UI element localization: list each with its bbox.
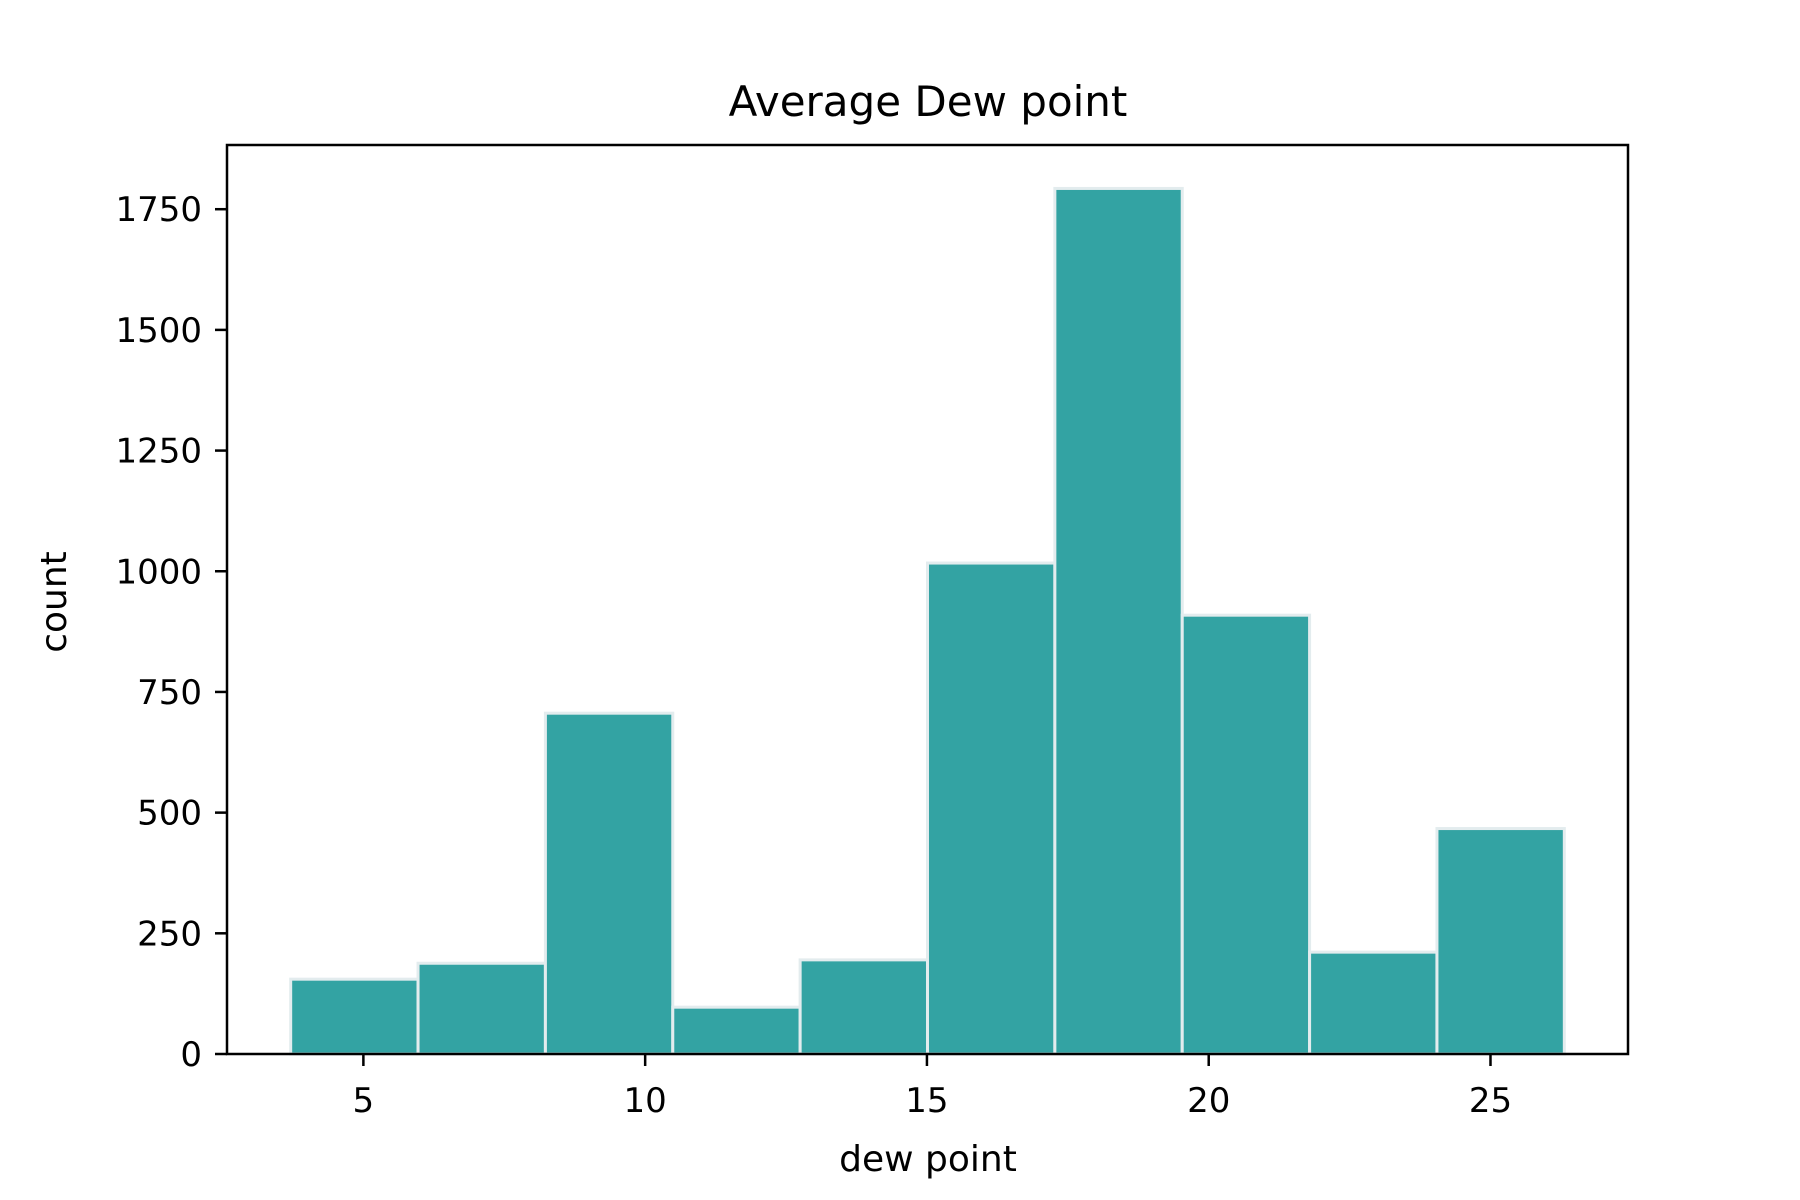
y-tick-label: 1000 bbox=[115, 552, 202, 592]
histogram-bar bbox=[289, 977, 420, 1056]
histogram-bar bbox=[926, 561, 1057, 1056]
y-tick-label: 500 bbox=[137, 794, 202, 834]
x-tick-label: 5 bbox=[353, 1081, 375, 1121]
histogram-bar bbox=[1435, 827, 1566, 1056]
y-axis-label: count bbox=[34, 551, 75, 653]
histogram-bar bbox=[671, 1005, 802, 1056]
x-tick-label: 10 bbox=[624, 1081, 667, 1121]
y-axis-ticks: 0 250 500 750 1000 1250 1500 1750 bbox=[115, 190, 227, 1075]
y-tick-label: 750 bbox=[137, 673, 202, 713]
x-axis-ticks: 5 10 15 20 25 bbox=[353, 1054, 1512, 1121]
chart-title: Average Dew point bbox=[729, 77, 1128, 126]
histogram-bar bbox=[1053, 186, 1184, 1056]
y-tick-label: 250 bbox=[137, 914, 202, 954]
x-axis-label: dew point bbox=[839, 1139, 1017, 1180]
y-tick-label: 1250 bbox=[115, 432, 202, 472]
x-tick-label: 25 bbox=[1469, 1081, 1512, 1121]
histogram-bar bbox=[1308, 950, 1439, 1056]
y-tick-label: 1750 bbox=[115, 190, 202, 230]
histogram-bar bbox=[543, 711, 675, 1056]
y-tick-label: 0 bbox=[180, 1035, 202, 1075]
histogram-bar bbox=[416, 961, 547, 1056]
histogram-bar bbox=[798, 958, 929, 1056]
histogram-bar bbox=[1180, 613, 1312, 1056]
x-tick-label: 15 bbox=[905, 1081, 948, 1121]
y-tick-label: 1500 bbox=[115, 311, 202, 351]
bars-group bbox=[289, 186, 1566, 1056]
x-tick-label: 20 bbox=[1187, 1081, 1230, 1121]
